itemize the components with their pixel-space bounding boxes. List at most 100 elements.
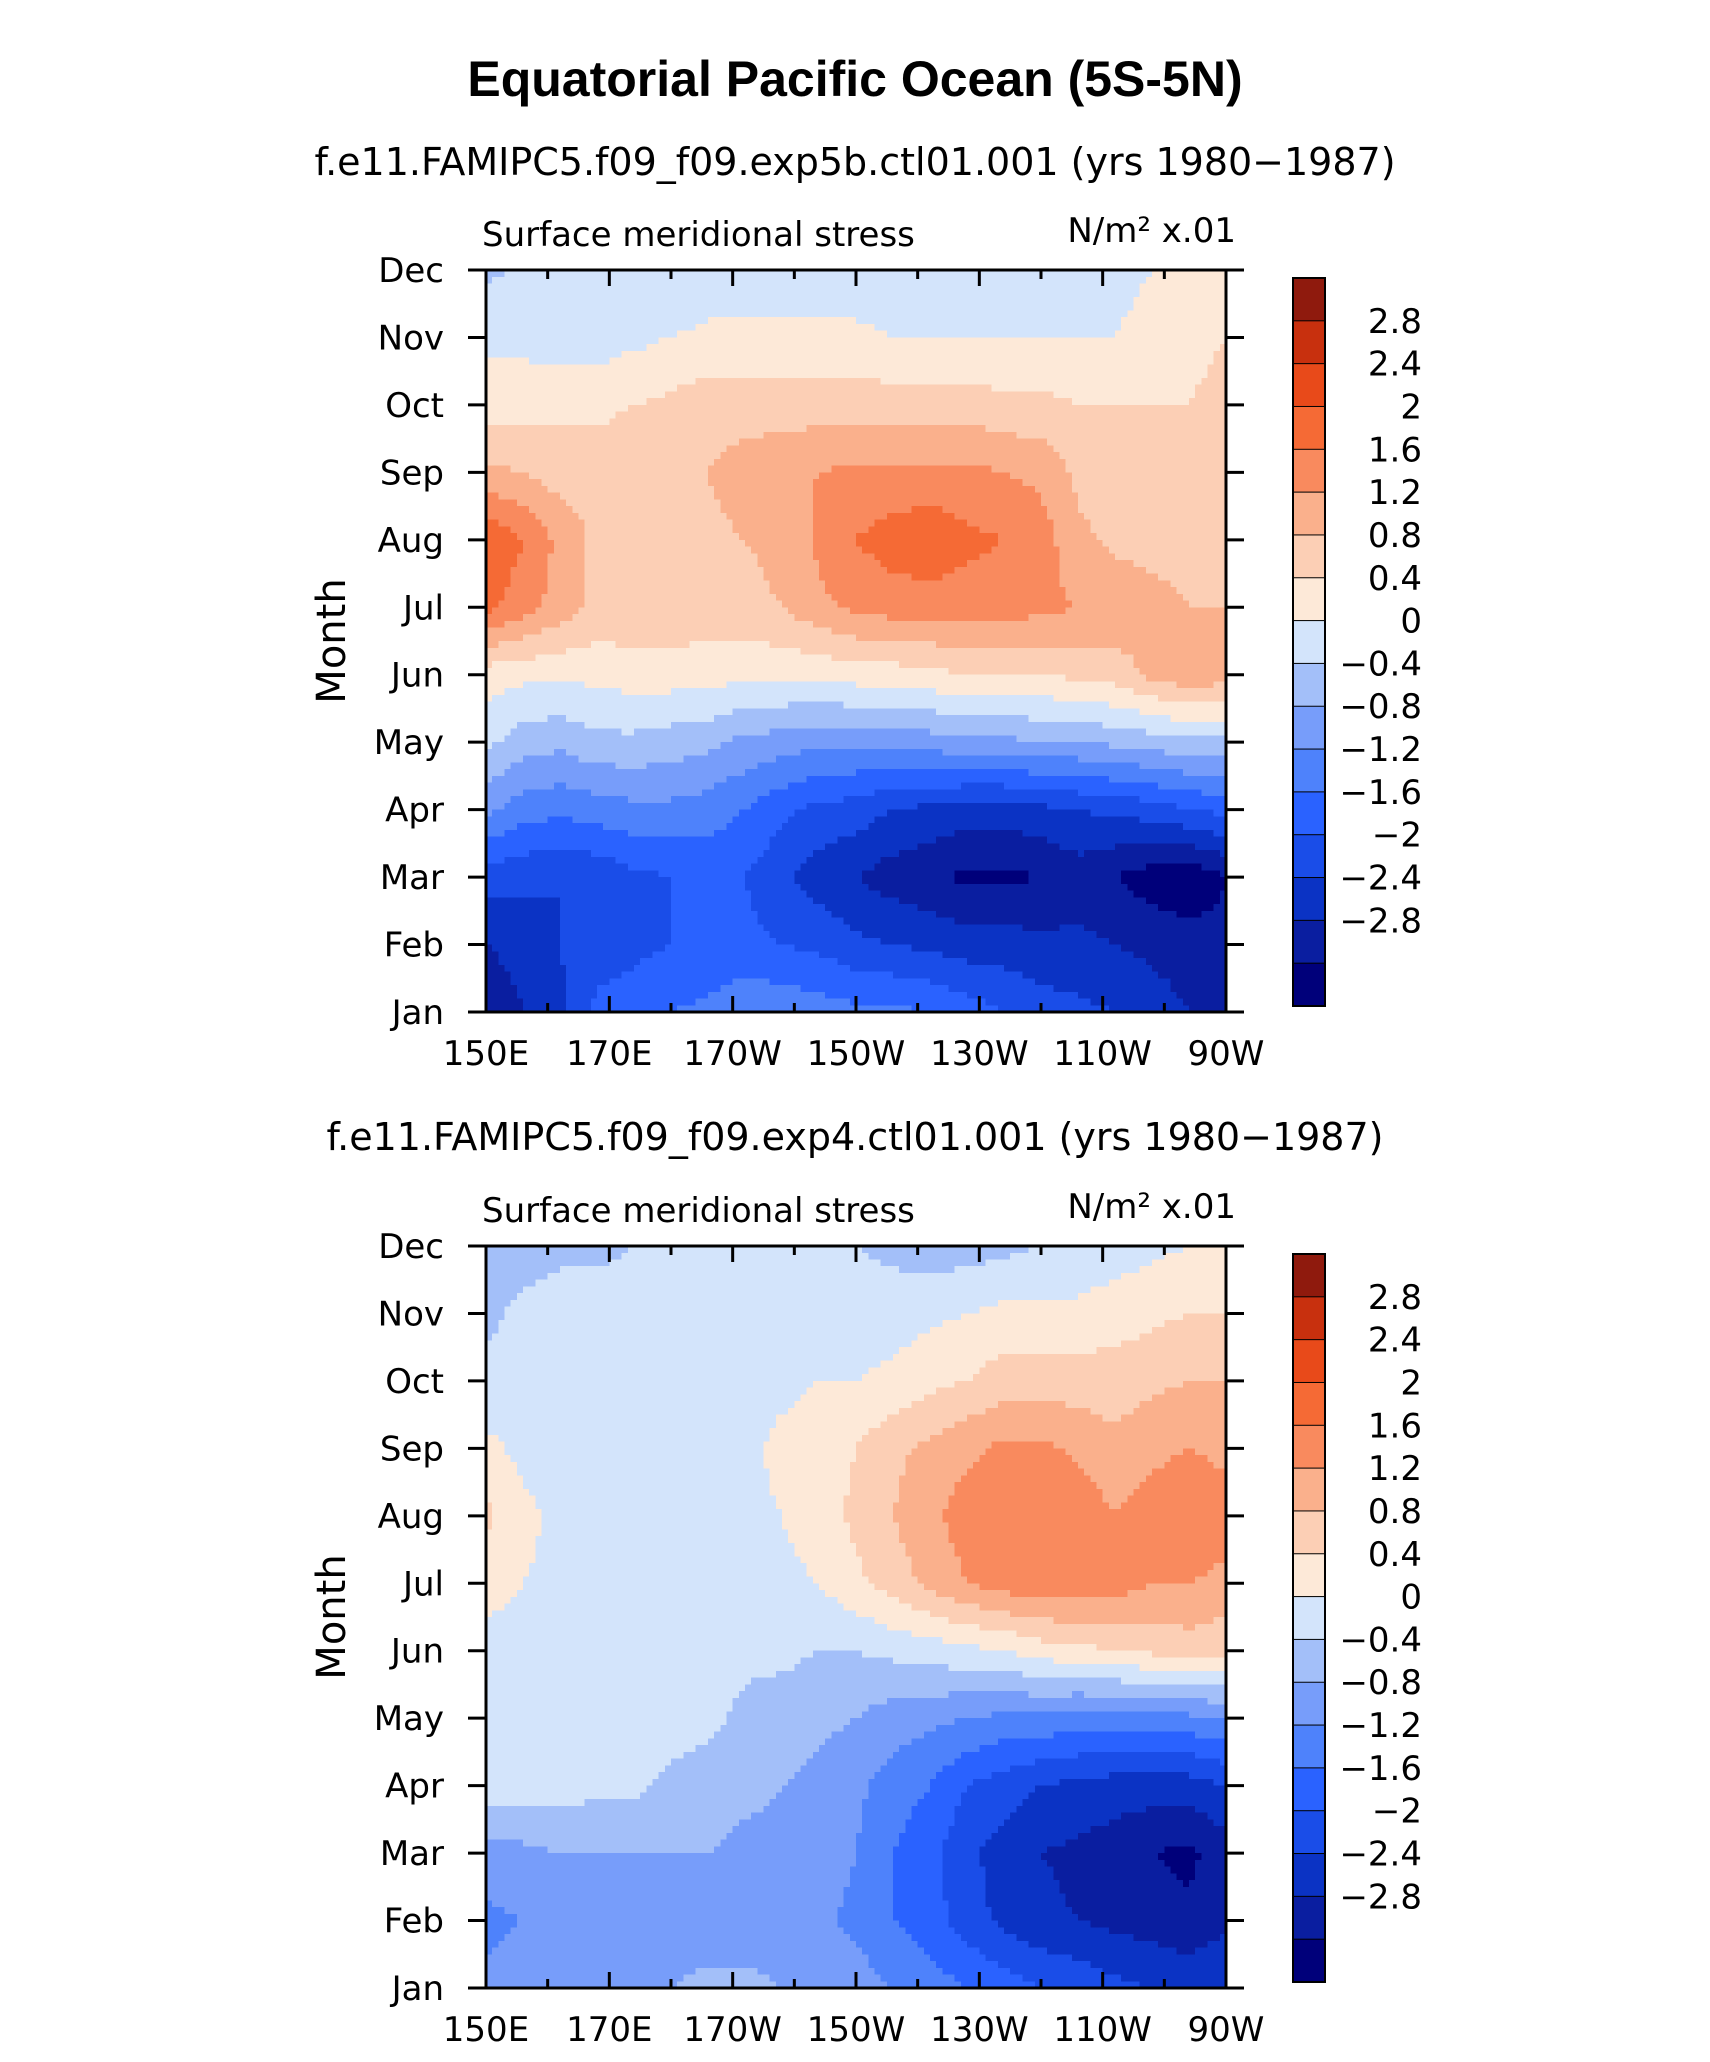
contour-cell	[881, 533, 888, 540]
contour-cell	[819, 526, 826, 533]
contour-cell	[579, 391, 586, 398]
contour-cell	[875, 540, 882, 547]
contour-cell	[936, 277, 943, 284]
contour-cell	[856, 391, 863, 398]
contour-cell	[973, 317, 980, 324]
contour-cell	[597, 391, 604, 398]
contour-cell	[603, 290, 610, 297]
contour-cell	[628, 459, 635, 466]
contour-cell	[1016, 526, 1023, 533]
contour-cell	[1066, 493, 1073, 500]
contour-cell	[671, 540, 678, 547]
contour-cell	[1023, 506, 1030, 513]
contour-cell	[862, 432, 869, 439]
contour-cell	[696, 493, 703, 500]
contour-cell	[1134, 297, 1141, 304]
contour-cell	[579, 351, 586, 358]
contour-cell	[973, 425, 980, 432]
contour-cell	[542, 520, 549, 527]
contour-cell	[992, 398, 999, 405]
contour-cell	[1035, 337, 1042, 344]
contour-cell	[1164, 304, 1171, 311]
contour-cell	[702, 324, 709, 331]
contour-cell	[782, 290, 789, 297]
contour-cell	[739, 317, 746, 324]
contour-cell	[918, 310, 925, 317]
contour-cell	[1066, 358, 1073, 365]
contour-cell	[868, 533, 875, 540]
contour-cell	[498, 351, 505, 358]
contour-cell	[875, 547, 882, 554]
contour-cell	[905, 290, 912, 297]
contour-cell	[609, 432, 616, 439]
contour-cell	[535, 412, 542, 419]
contour-cell	[640, 405, 647, 412]
contour-cell	[566, 506, 573, 513]
contour-cell	[1158, 479, 1165, 486]
contour-cell	[1140, 459, 1147, 466]
contour-cell	[727, 412, 734, 419]
contour-cell	[677, 378, 684, 385]
contour-cell	[942, 445, 949, 452]
contour-cell	[622, 547, 629, 554]
contour-cell	[1016, 283, 1023, 290]
contour-cell	[609, 472, 616, 479]
contour-cell	[918, 297, 925, 304]
contour-cell	[603, 297, 610, 304]
contour-cell	[1103, 533, 1110, 540]
contour-cell	[868, 297, 875, 304]
contour-cell	[535, 445, 542, 452]
contour-cell	[875, 405, 882, 412]
contour-cell	[1208, 520, 1215, 527]
contour-cell	[591, 493, 598, 500]
contour-cell	[1029, 445, 1036, 452]
contour-cell	[1158, 344, 1165, 351]
contour-cell	[992, 283, 999, 290]
contour-cell	[1066, 520, 1073, 527]
contour-cell	[548, 358, 555, 365]
contour-cell	[603, 337, 610, 344]
contour-cell	[646, 533, 653, 540]
contour-cell	[992, 418, 999, 425]
contour-cell	[1060, 513, 1067, 520]
contour-cell	[782, 283, 789, 290]
contour-cell	[844, 479, 851, 486]
contour-cell	[942, 513, 949, 520]
contour-cell	[665, 304, 672, 311]
contour-cell	[825, 277, 832, 284]
contour-cell	[1004, 513, 1011, 520]
contour-cell	[609, 317, 616, 324]
contour-cell	[967, 520, 974, 527]
contour-cell	[825, 364, 832, 371]
contour-cell	[1053, 493, 1060, 500]
contour-cell	[955, 425, 962, 432]
contour-cell	[1016, 385, 1023, 392]
contour-cell	[745, 283, 752, 290]
contour-cell	[1103, 290, 1110, 297]
contour-cell	[1208, 452, 1215, 459]
contour-cell	[868, 310, 875, 317]
contour-cell	[979, 425, 986, 432]
contour-cell	[1134, 412, 1141, 419]
contour-cell	[998, 385, 1005, 392]
contour-cell	[924, 331, 931, 338]
contour-cell	[770, 297, 777, 304]
contour-cell	[523, 432, 530, 439]
contour-cell	[905, 297, 912, 304]
contour-cell	[745, 290, 752, 297]
contour-cell	[751, 344, 758, 351]
contour-cell	[1066, 425, 1073, 432]
contour-cell	[1109, 418, 1116, 425]
contour-cell	[961, 337, 968, 344]
contour-cell	[696, 486, 703, 493]
contour-cell	[899, 547, 906, 554]
contour-cell	[1134, 398, 1141, 405]
contour-cell	[727, 391, 734, 398]
contour-cell	[653, 547, 660, 554]
contour-cell	[1171, 277, 1178, 284]
contour-cell	[979, 351, 986, 358]
contour-cell	[529, 533, 536, 540]
contour-cell	[1084, 412, 1091, 419]
contour-cell	[757, 533, 764, 540]
contour-cell	[1158, 459, 1165, 466]
